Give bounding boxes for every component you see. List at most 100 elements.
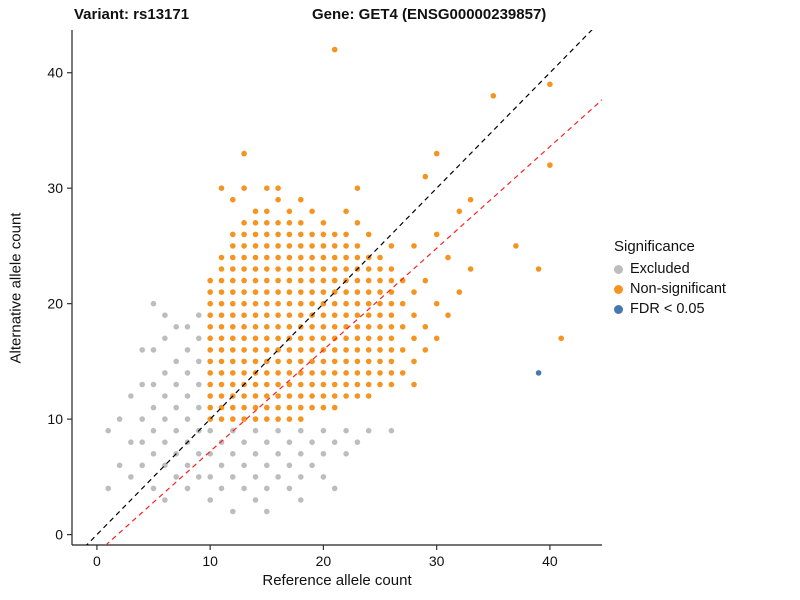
data-point (230, 451, 236, 457)
data-point (331, 404, 338, 411)
data-point (343, 427, 349, 434)
data-point (320, 393, 327, 399)
data-point (309, 462, 315, 469)
legend-item-fdr: FDR < 0.05 (614, 301, 726, 317)
data-point (354, 312, 361, 319)
data-point (264, 277, 270, 284)
data-point (365, 358, 372, 365)
data-point (150, 300, 157, 307)
data-point (399, 324, 406, 330)
data-point (467, 266, 474, 272)
data-point (377, 300, 383, 307)
data-point (116, 462, 123, 469)
data-point (264, 370, 270, 376)
data-point (377, 381, 383, 388)
data-point (365, 370, 372, 376)
data-point (275, 404, 281, 411)
data-point (218, 289, 225, 295)
data-point (298, 474, 304, 480)
data-point (150, 381, 157, 388)
data-point (241, 243, 247, 249)
legend: Significance Excluded Non-significant FD… (614, 238, 726, 321)
data-point (343, 347, 349, 353)
x-tick-label: 20 (316, 553, 332, 569)
data-point (173, 427, 179, 434)
data-point (286, 220, 293, 226)
data-point (298, 312, 304, 319)
data-point (241, 266, 247, 272)
data-point (343, 254, 349, 261)
data-point (150, 485, 157, 492)
data-point (207, 393, 213, 399)
data-point (275, 266, 281, 272)
data-point (298, 196, 304, 203)
data-point (275, 451, 281, 457)
data-point (286, 208, 293, 215)
data-point (241, 289, 247, 295)
y-tick-label: 10 (47, 411, 63, 427)
data-point (218, 381, 225, 388)
data-point (252, 451, 259, 457)
data-point (286, 416, 293, 422)
data-point (230, 404, 236, 411)
data-point (309, 381, 315, 388)
data-point (162, 497, 168, 503)
data-point (377, 370, 383, 376)
data-point (241, 150, 247, 157)
data-point (286, 358, 293, 365)
data-point (320, 266, 327, 272)
data-point (286, 324, 293, 330)
data-point (309, 243, 315, 249)
fdr-dot-icon (614, 304, 623, 314)
data-point (535, 370, 542, 376)
data-point (252, 381, 259, 388)
data-point (218, 324, 225, 330)
data-point (433, 150, 440, 157)
data-point (377, 289, 383, 295)
x-tick-label: 0 (93, 553, 101, 569)
data-point (207, 335, 213, 342)
data-point (320, 474, 327, 480)
data-point (320, 312, 327, 319)
data-point (264, 312, 270, 319)
data-point (252, 474, 259, 480)
data-point (388, 266, 395, 272)
data-point (207, 358, 213, 365)
data-point (343, 243, 349, 249)
data-point (411, 243, 417, 249)
data-point (230, 416, 236, 422)
data-point (365, 266, 372, 272)
data-point (264, 439, 270, 446)
data-point (388, 358, 395, 365)
data-point (343, 312, 349, 319)
series-fdr-0-05 (535, 370, 542, 376)
data-point (331, 358, 338, 365)
data-point (388, 277, 395, 284)
data-point (331, 335, 338, 342)
data-point (286, 462, 293, 469)
data-point (343, 208, 349, 215)
data-point (241, 324, 247, 330)
data-point (252, 393, 259, 399)
data-point (241, 300, 247, 307)
data-point (218, 347, 225, 353)
data-point (275, 427, 281, 434)
data-point (207, 289, 213, 295)
data-point (365, 312, 372, 319)
data-point (399, 300, 406, 307)
data-point (286, 277, 293, 284)
data-point (343, 300, 349, 307)
data-point (298, 393, 304, 399)
data-point (298, 231, 304, 238)
data-point (230, 347, 236, 353)
data-point (128, 474, 134, 480)
data-point (139, 416, 145, 422)
data-point (275, 277, 281, 284)
series-non-significant (207, 46, 564, 422)
data-point (207, 497, 213, 503)
data-point (241, 485, 247, 492)
data-point (365, 300, 372, 307)
data-point (150, 347, 157, 353)
data-point (184, 485, 191, 492)
data-point (298, 266, 304, 272)
